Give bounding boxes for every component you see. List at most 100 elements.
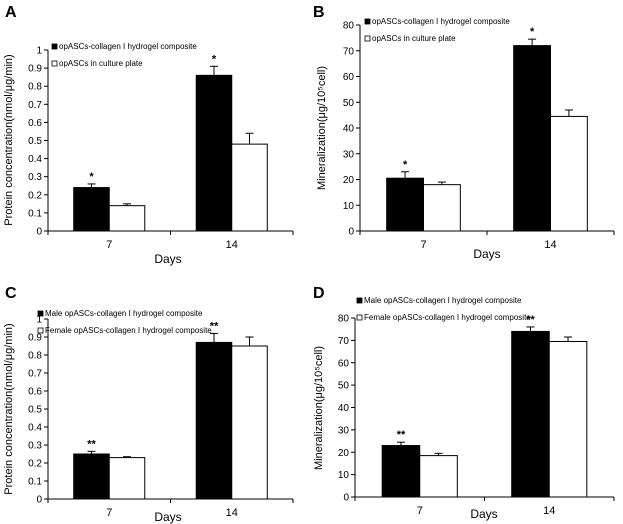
bar: [548, 340, 588, 498]
legend-label: opASCs-collagen I hydrogel composite: [372, 17, 510, 26]
x-tick-label: 7: [106, 239, 112, 251]
legend-label: Male opASCs-collagen I hydrogel composit…: [45, 309, 203, 318]
bar: [108, 457, 146, 500]
panel-letter: D: [313, 285, 325, 302]
y-axis-title: Mineralization(μg/10⁵cell): [316, 66, 328, 190]
x-tick-label: 14: [544, 239, 556, 251]
legend-swatch: [356, 314, 363, 321]
x-tick-label: 7: [420, 239, 426, 251]
y-tick-label: 0: [348, 227, 354, 238]
y-tick-label: 70: [343, 46, 355, 57]
bar: [550, 115, 588, 232]
y-tick-label: 0.3: [28, 441, 42, 452]
y-tick-label: 0.8: [28, 82, 42, 93]
legend-label: opASCs in culture plate: [59, 59, 143, 68]
y-tick-label: 30: [343, 149, 355, 160]
bar: [195, 341, 233, 500]
legend-label: Female opASCs-collagen I hydrogel compos…: [364, 313, 531, 322]
y-tick-label: 20: [338, 448, 350, 459]
bar: [386, 177, 425, 232]
y-tick-label: 80: [343, 21, 355, 32]
x-tick-label: 7: [417, 505, 423, 517]
y-tick-label: 0.1: [28, 477, 42, 488]
bar: [511, 330, 550, 498]
bar: [231, 143, 268, 232]
bar: [231, 345, 268, 500]
y-tick-label: 0.7: [28, 100, 42, 111]
legend-swatch: [51, 60, 58, 67]
significance-marker: *: [89, 171, 94, 183]
panel-letter: B: [313, 4, 325, 21]
legend-label: Male opASCs-collagen I hydrogel composit…: [364, 296, 522, 305]
significance-marker: *: [530, 26, 535, 38]
panel-c: C 0 0.1 0.2 0.3 0.4 0.5 0.6 0.7 0.8 0.9 1 7 ** 14 ** Day…: [3, 285, 294, 524]
y-tick-label: 0.4: [28, 423, 42, 434]
y-tick-label: 0: [36, 227, 42, 238]
x-axis-title: Days: [154, 510, 181, 524]
significance-marker: **: [526, 314, 535, 326]
bar: [73, 453, 110, 500]
y-tick-label: 60: [338, 358, 350, 369]
legend-swatch: [356, 297, 363, 304]
legend-label: opASCs-collagen I hydrogel composite: [59, 42, 197, 51]
y-tick-label: 30: [338, 425, 350, 436]
legend-swatch: [364, 35, 371, 42]
x-tick-label: 14: [226, 507, 238, 519]
y-tick-label: 40: [338, 403, 350, 414]
legend-swatch: [51, 43, 58, 50]
y-tick-label: 20: [343, 175, 355, 186]
panel-letter: C: [5, 285, 17, 302]
y-tick-label: 50: [343, 98, 355, 109]
bar: [419, 455, 458, 498]
y-tick-label: 50: [338, 381, 350, 392]
panel-a: A 0 0.1 0.2 0.3 0.4 0.5 0.6 0.7 0.8 0.9 1 7 * 14 * Days P…: [3, 4, 294, 266]
panel-letter: A: [5, 4, 17, 21]
legend-swatch: [37, 327, 44, 334]
y-tick-label: 10: [338, 470, 350, 481]
panel-d: D 0 10 20 30 40 50 60 70 80 7 ** 14 ** Days Mineralizat…: [313, 285, 615, 521]
legend-swatch: [37, 310, 44, 317]
y-tick-label: 0.6: [28, 387, 42, 398]
x-tick-label: 7: [106, 507, 112, 519]
panel-b: B 0 10 20 30 40 50 60 70 80 7 * 14 * Days Mineralizatio…: [313, 4, 615, 261]
y-tick-label: 0.8: [28, 351, 42, 362]
y-tick-label: 0.7: [28, 369, 42, 380]
y-axis-title: Mineralization(μg/10⁵cell): [313, 346, 325, 470]
y-tick-label: 10: [343, 201, 355, 212]
bar: [73, 187, 110, 232]
y-tick-label: 70: [338, 336, 350, 347]
significance-marker: **: [210, 320, 219, 332]
y-tick-label: 0.2: [28, 459, 42, 470]
bar: [381, 445, 421, 498]
y-tick-label: 80: [338, 314, 350, 325]
y-axis-title: Protein concentration(nmol/μg/min): [3, 323, 15, 494]
x-tick-label: 14: [226, 239, 238, 251]
y-axis-title: Protein concentration(nmol/μg/min): [3, 54, 15, 225]
significance-marker: **: [397, 429, 406, 441]
bar: [423, 184, 461, 232]
y-tick-label: 0.4: [28, 154, 42, 165]
bar: [195, 74, 233, 232]
y-tick-label: 0: [36, 495, 42, 506]
y-tick-label: 0.9: [28, 64, 42, 75]
legend-swatch: [364, 18, 371, 25]
bar: [513, 45, 551, 232]
x-tick-label: 14: [543, 505, 555, 517]
y-tick-label: 0.9: [28, 333, 42, 344]
y-tick-label: 1: [36, 46, 42, 57]
y-tick-label: 0.1: [28, 208, 42, 219]
x-axis-title: Days: [470, 507, 497, 521]
significance-marker: *: [212, 53, 217, 65]
legend-label: Female opASCs-collagen I hydrogel compos…: [45, 326, 212, 335]
x-axis-title: Days: [154, 252, 181, 266]
y-tick-label: 0: [343, 493, 349, 504]
y-tick-label: 0.6: [28, 118, 42, 129]
bar: [108, 205, 146, 232]
y-tick-label: 0.2: [28, 190, 42, 201]
legend-label: opASCs in culture plate: [372, 34, 456, 43]
y-tick-label: 1: [36, 315, 42, 326]
y-tick-label: 40: [343, 124, 355, 135]
significance-marker: *: [403, 159, 408, 171]
y-tick-label: 0.3: [28, 172, 42, 183]
